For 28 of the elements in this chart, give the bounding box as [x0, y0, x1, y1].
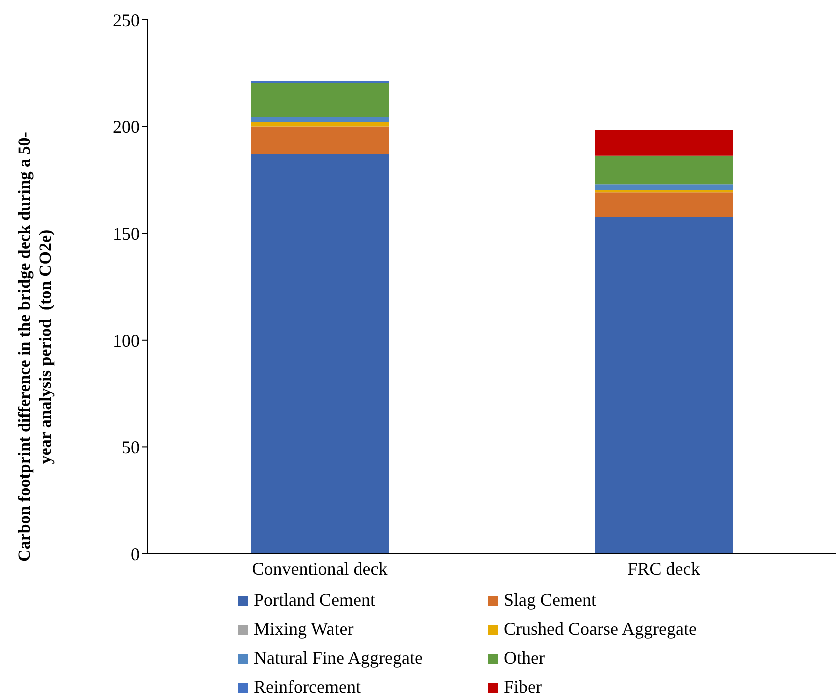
legend-label: Fiber	[504, 677, 542, 698]
bar	[595, 130, 734, 156]
y-tick-label: 200	[113, 117, 140, 138]
bar	[595, 217, 734, 554]
legend-label: Mixing Water	[254, 619, 354, 640]
bar	[595, 190, 734, 193]
legend-label: Reinforcement	[254, 677, 361, 698]
legend-label: Crushed Coarse Aggregate	[504, 619, 697, 640]
y-tick-label: 150	[113, 224, 140, 244]
bar	[595, 156, 734, 185]
legend-label: Other	[504, 648, 545, 669]
bar	[251, 126, 390, 154]
bar	[595, 192, 734, 218]
y-tick-label: 0	[131, 544, 140, 564]
y-tick-label: 50	[122, 438, 140, 458]
y-tick-label: 100	[113, 330, 140, 351]
x-tick-label: Conventional deck	[252, 558, 388, 579]
legend-label: Portland Cement	[254, 590, 376, 611]
bar	[251, 122, 390, 127]
legend-label: Slag Cement	[504, 590, 596, 611]
bar	[251, 83, 390, 118]
y-axis-title: Carbon footprint difference in the bridge deck during a 50-year analysis period (ton CO2e)	[15, 132, 55, 562]
legend-label: Natural Fine Aggregate	[254, 648, 423, 669]
bar	[595, 184, 734, 190]
bar	[251, 117, 390, 122]
bar	[251, 154, 390, 554]
y-tick-label: 250	[113, 10, 140, 30]
x-tick-label: FRC deck	[628, 558, 700, 579]
